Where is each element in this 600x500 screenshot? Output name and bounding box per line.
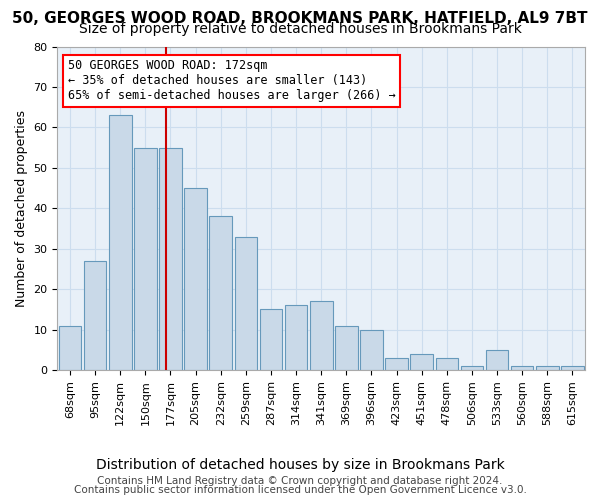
- Bar: [59, 326, 81, 370]
- Bar: [134, 148, 157, 370]
- Bar: [436, 358, 458, 370]
- Bar: [159, 148, 182, 370]
- Text: Size of property relative to detached houses in Brookmans Park: Size of property relative to detached ho…: [79, 22, 521, 36]
- Bar: [260, 310, 282, 370]
- Text: 50 GEORGES WOOD ROAD: 172sqm
← 35% of detached houses are smaller (143)
65% of s: 50 GEORGES WOOD ROAD: 172sqm ← 35% of de…: [68, 60, 396, 102]
- Bar: [561, 366, 584, 370]
- Bar: [209, 216, 232, 370]
- Bar: [360, 330, 383, 370]
- Bar: [84, 261, 106, 370]
- Bar: [184, 188, 207, 370]
- Bar: [461, 366, 483, 370]
- Bar: [385, 358, 408, 370]
- Bar: [511, 366, 533, 370]
- Text: Contains public sector information licensed under the Open Government Licence v3: Contains public sector information licen…: [74, 485, 526, 495]
- Y-axis label: Number of detached properties: Number of detached properties: [15, 110, 28, 307]
- Text: 50, GEORGES WOOD ROAD, BROOKMANS PARK, HATFIELD, AL9 7BT: 50, GEORGES WOOD ROAD, BROOKMANS PARK, H…: [12, 11, 588, 26]
- Bar: [486, 350, 508, 370]
- Bar: [285, 306, 307, 370]
- Text: Contains HM Land Registry data © Crown copyright and database right 2024.: Contains HM Land Registry data © Crown c…: [97, 476, 503, 486]
- Bar: [310, 302, 332, 370]
- Bar: [410, 354, 433, 370]
- Bar: [536, 366, 559, 370]
- Bar: [109, 116, 131, 370]
- Bar: [335, 326, 358, 370]
- Bar: [235, 236, 257, 370]
- Text: Distribution of detached houses by size in Brookmans Park: Distribution of detached houses by size …: [95, 458, 505, 471]
